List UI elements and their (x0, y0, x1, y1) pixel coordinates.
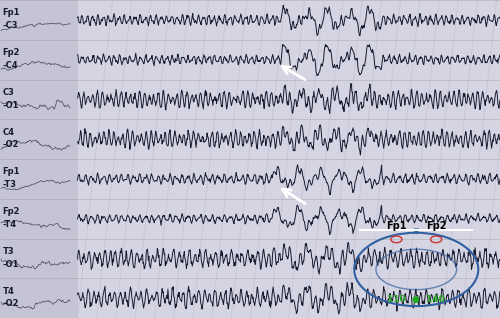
Text: T4: T4 (2, 287, 14, 296)
Text: 110  ●  140: 110 ● 140 (388, 295, 445, 304)
Text: Fp2: Fp2 (2, 48, 20, 57)
Text: Fp2: Fp2 (426, 221, 446, 231)
Text: -T4: -T4 (2, 220, 16, 229)
Bar (0, 0, 78, 318)
Text: -C4: -C4 (2, 61, 18, 70)
Text: -T3: -T3 (2, 180, 16, 189)
Text: -O1: -O1 (2, 259, 19, 269)
Text: Fp1: Fp1 (2, 167, 20, 176)
Text: -O1: -O1 (2, 100, 19, 110)
Text: Fp1: Fp1 (2, 8, 20, 17)
Text: C4: C4 (2, 128, 14, 137)
Text: Fp1: Fp1 (386, 221, 406, 231)
Text: -C3: -C3 (2, 21, 18, 30)
Text: T3: T3 (2, 247, 14, 256)
Text: -O2: -O2 (2, 140, 19, 149)
Text: C3: C3 (2, 88, 14, 97)
Text: Fp2: Fp2 (2, 207, 20, 216)
Text: -O2: -O2 (2, 299, 19, 308)
